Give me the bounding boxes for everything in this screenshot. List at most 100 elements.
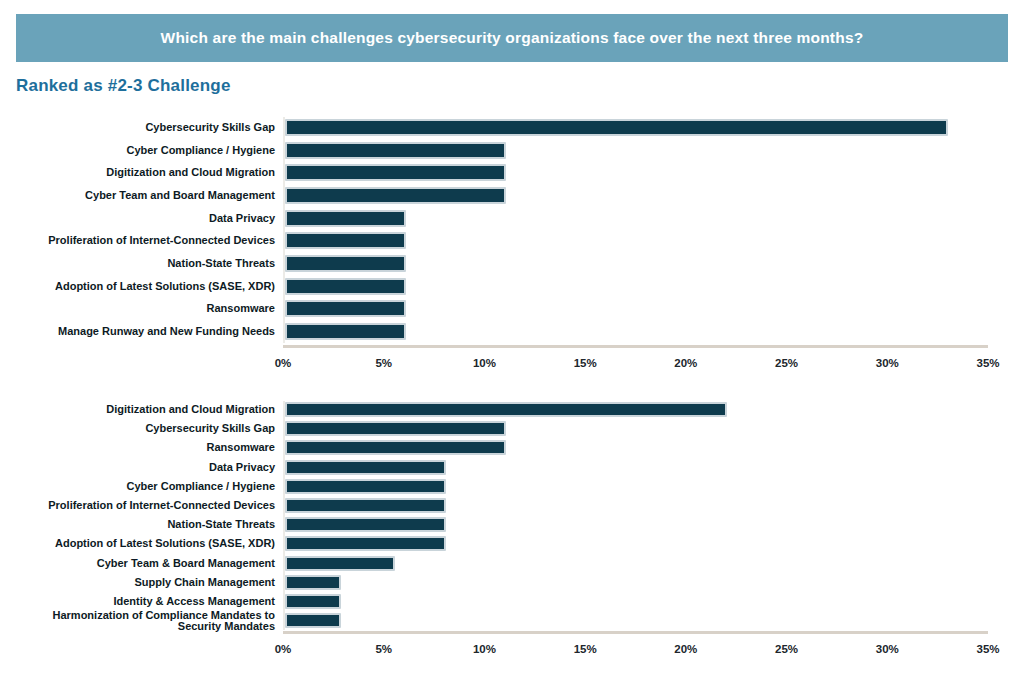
category-label: Cybersecurity Skills Gap	[16, 122, 283, 133]
bar-track	[283, 207, 988, 230]
bar-value-11%	[285, 164, 506, 181]
section-subtitle: Ranked as #2-3 Challenge	[16, 76, 231, 96]
category-label: Ransomware	[16, 303, 283, 314]
x-axis-ticks: 0%5%10%15%20%25%30%35%	[283, 348, 988, 372]
x-tick-label: 10%	[473, 643, 496, 655]
chart-row: Ransomware	[16, 298, 988, 321]
chart-row: Supply Chain Management	[16, 573, 988, 592]
bar-track	[283, 573, 988, 592]
bar-value-6%	[285, 210, 406, 227]
bar-track	[283, 611, 988, 630]
x-tick-label: 20%	[674, 643, 697, 655]
bar-value-11%	[285, 142, 506, 159]
bar-value-2.8%	[285, 613, 341, 628]
chart-row: Digitization and Cloud Migration	[16, 161, 988, 184]
title-banner: Which are the main challenges cybersecur…	[16, 14, 1008, 62]
category-label: Nation-State Threats	[16, 258, 283, 269]
chart-row: Data Privacy	[16, 458, 988, 477]
plot-area: Digitization and Cloud Migration Cybersec…	[16, 400, 988, 630]
bar-track	[283, 161, 988, 184]
chart-row: Cybersecurity Skills Gap	[16, 116, 988, 139]
infographic-canvas: Which are the main challenges cybersecur…	[0, 0, 1024, 696]
bar-track	[283, 534, 988, 553]
category-label: Adoption of Latest Solutions (SASE, XDR)	[16, 281, 283, 292]
bar-track	[283, 554, 988, 573]
bar-value-8%	[285, 460, 446, 475]
x-tick-label: 15%	[574, 357, 597, 369]
bar-track	[283, 252, 988, 275]
x-axis-ticks: 0%5%10%15%20%25%30%35%	[283, 634, 988, 658]
bar-value-11%	[285, 440, 506, 455]
category-label: Identity & Access Management	[16, 596, 283, 607]
category-label: Cyber Compliance / Hygiene	[16, 145, 283, 156]
bar-value-8%	[285, 536, 446, 551]
bar-chart-bottom: Digitization and Cloud Migration Cybersec…	[16, 400, 988, 658]
x-tick-label: 35%	[976, 357, 999, 369]
chart-row: Cyber Compliance / Hygiene	[16, 477, 988, 496]
bar-track	[283, 458, 988, 477]
category-label: Adoption of Latest Solutions (SASE, XDR)	[16, 538, 283, 549]
category-label: Cyber Team and Board Management	[16, 190, 283, 201]
chart-row: Ransomware	[16, 438, 988, 457]
category-label: Nation-State Threats	[16, 519, 283, 530]
x-tick-label: 35%	[976, 643, 999, 655]
bar-value-6%	[285, 255, 406, 272]
bar-value-8%	[285, 517, 446, 532]
bar-value-5.5%	[285, 556, 395, 571]
bar-track	[283, 592, 988, 611]
category-label: Cybersecurity Skills Gap	[16, 423, 283, 434]
chart-row: Cybersecurity Skills Gap	[16, 419, 988, 438]
chart-row: Manage Runway and New Funding Needs	[16, 320, 988, 343]
chart-row: Proliferation of Internet-Connected Devi…	[16, 496, 988, 515]
chart-row: Proliferation of Internet-Connected Devi…	[16, 229, 988, 252]
bar-track	[283, 419, 988, 438]
x-tick-label: 0%	[275, 643, 292, 655]
x-tick-label: 5%	[375, 643, 392, 655]
bar-value-6%	[285, 232, 406, 249]
x-tick-label: 15%	[574, 643, 597, 655]
bar-track	[283, 496, 988, 515]
y-axis-line	[283, 117, 285, 343]
bar-chart-top: Cybersecurity Skills Gap Cyber Compliance…	[16, 116, 988, 372]
y-axis-line	[283, 401, 285, 630]
x-tick-label: 5%	[375, 357, 392, 369]
category-label: Data Privacy	[16, 213, 283, 224]
category-label: Cyber Compliance / Hygiene	[16, 481, 283, 492]
x-tick-label: 30%	[876, 357, 899, 369]
bar-track	[283, 116, 988, 139]
chart-row: Cyber Compliance / Hygiene	[16, 139, 988, 162]
bar-track	[283, 275, 988, 298]
bar-value-2.8%	[285, 575, 341, 590]
bar-track	[283, 320, 988, 343]
bar-value-8%	[285, 498, 446, 513]
category-label: Cyber Team & Board Management	[16, 558, 283, 569]
category-label: Ransomware	[16, 442, 283, 453]
category-label: Digitization and Cloud Migration	[16, 404, 283, 415]
bar-value-22%	[285, 402, 727, 417]
x-tick-label: 25%	[775, 357, 798, 369]
category-label: Proliferation of Internet-Connected Devi…	[16, 235, 283, 246]
bar-track	[283, 438, 988, 457]
chart-row: Digitization and Cloud Migration	[16, 400, 988, 419]
x-tick-label: 20%	[674, 357, 697, 369]
category-label: Harmonization of Compliance Mandates to …	[16, 610, 283, 632]
bar-value-8%	[285, 479, 446, 494]
bar-track	[283, 298, 988, 321]
bar-track	[283, 477, 988, 496]
category-label: Proliferation of Internet-Connected Devi…	[16, 500, 283, 511]
bar-track	[283, 184, 988, 207]
category-label: Supply Chain Management	[16, 577, 283, 588]
category-label: Manage Runway and New Funding Needs	[16, 326, 283, 337]
x-tick-label: 10%	[473, 357, 496, 369]
bar-track	[283, 139, 988, 162]
plot-area: Cybersecurity Skills Gap Cyber Compliance…	[16, 116, 988, 343]
category-label: Digitization and Cloud Migration	[16, 167, 283, 178]
bar-value-6%	[285, 323, 406, 340]
x-tick-label: 25%	[775, 643, 798, 655]
bar-track	[283, 400, 988, 419]
bar-value-11%	[285, 187, 506, 204]
chart-row: Nation-State Threats	[16, 515, 988, 534]
chart-row: Data Privacy	[16, 207, 988, 230]
bar-value-6%	[285, 278, 406, 295]
chart-row: Harmonization of Compliance Mandates to …	[16, 611, 988, 630]
